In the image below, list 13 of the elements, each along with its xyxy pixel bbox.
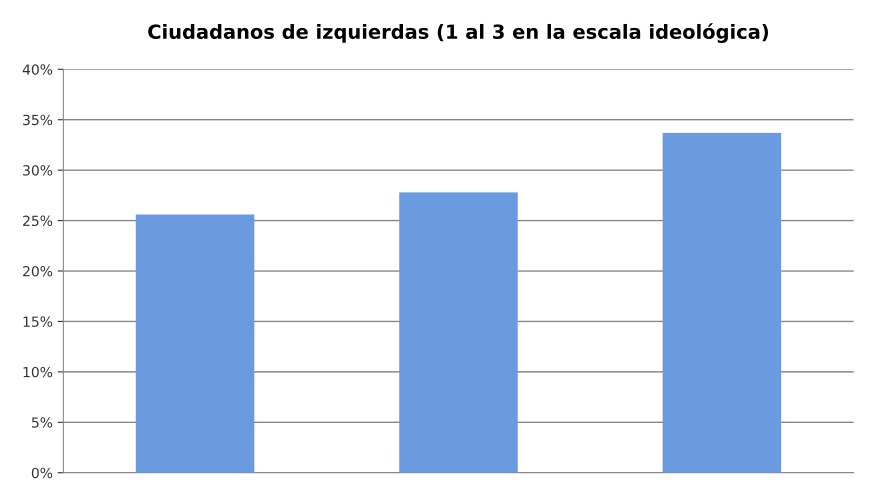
- y-tick-label: 5%: [32, 417, 52, 428]
- y-tick-label: 35%: [23, 114, 52, 126]
- y-tick-label: 30%: [23, 165, 52, 176]
- y-tick-label: 0%: [32, 468, 52, 478]
- y-tick-label: 20%: [23, 266, 52, 276]
- bar: [399, 192, 518, 473]
- bar: [662, 132, 782, 473]
- y-tick-label: 25%: [23, 216, 52, 226]
- bar: [136, 214, 254, 473]
- y-tick-label: 15%: [24, 316, 52, 327]
- y-tick-label: 10%: [24, 366, 52, 378]
- chart-title: Ciudadanos de izquierdas (1 al 3 en la escala ideológica): [148, 23, 768, 43]
- y-tick-label: 40%: [22, 64, 52, 75]
